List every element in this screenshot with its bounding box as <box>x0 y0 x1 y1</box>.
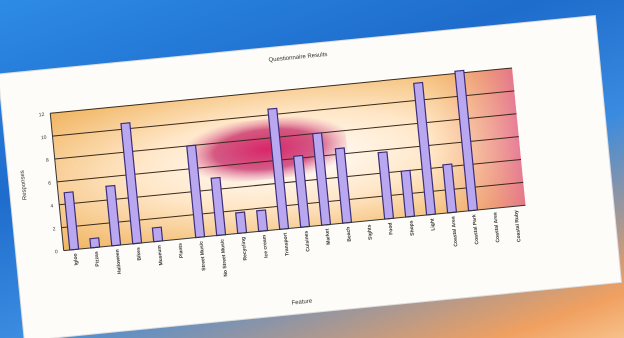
gridline <box>50 67 513 114</box>
x-axis-line <box>63 204 526 252</box>
x-tick-label: Coastal Area <box>492 212 501 243</box>
y-tick-label: 2 <box>53 226 57 232</box>
chart-title: Questionnaire Results <box>268 52 327 64</box>
x-tick-label: Pizzas <box>94 251 101 267</box>
x-tick-label: Coastal Park <box>471 214 480 245</box>
x-tick-label: Ice cream <box>261 234 269 258</box>
y-axis-line <box>49 113 65 251</box>
x-tick-label: Museum <box>157 244 165 265</box>
bar-4 <box>151 226 164 243</box>
y-tick-label: 0 <box>55 249 59 255</box>
y-tick-label: 12 <box>39 112 45 119</box>
bar-8 <box>235 211 248 235</box>
x-tick-label: Beach <box>345 226 352 242</box>
y-tick-label: 10 <box>41 135 47 142</box>
x-tick-label: Plants <box>178 243 185 259</box>
bar-1 <box>89 237 101 249</box>
x-tick-label: Coastal Ruby <box>513 210 522 243</box>
x-tick-label: Coastal Area <box>450 216 459 247</box>
x-tick-label: Transport <box>282 232 290 256</box>
bar-9 <box>256 209 269 233</box>
x-tick-label: Recycling <box>241 237 249 261</box>
y-axis-label: Responses <box>20 170 29 200</box>
y-tick-label: 4 <box>50 203 54 209</box>
x-tick-label: Light <box>429 218 436 231</box>
y-tick-label: 6 <box>48 180 52 186</box>
x-tick-label: Bikes <box>136 247 143 261</box>
x-tick-label: Food <box>387 222 394 235</box>
x-axis-label: Feature <box>291 299 313 307</box>
x-tick-label: Sights <box>366 224 373 240</box>
x-tick-label: Street Music <box>199 241 208 271</box>
x-tick-label: Halloween <box>115 249 123 274</box>
y-tick-label: 8 <box>46 158 50 164</box>
x-tick-label: Shops <box>408 220 415 236</box>
x-tick-label: Cuisines <box>303 230 311 252</box>
x-tick-label: Market <box>324 228 332 245</box>
x-tick-label: Igloo <box>73 253 80 265</box>
x-tick-label: No Street Music <box>220 239 230 277</box>
